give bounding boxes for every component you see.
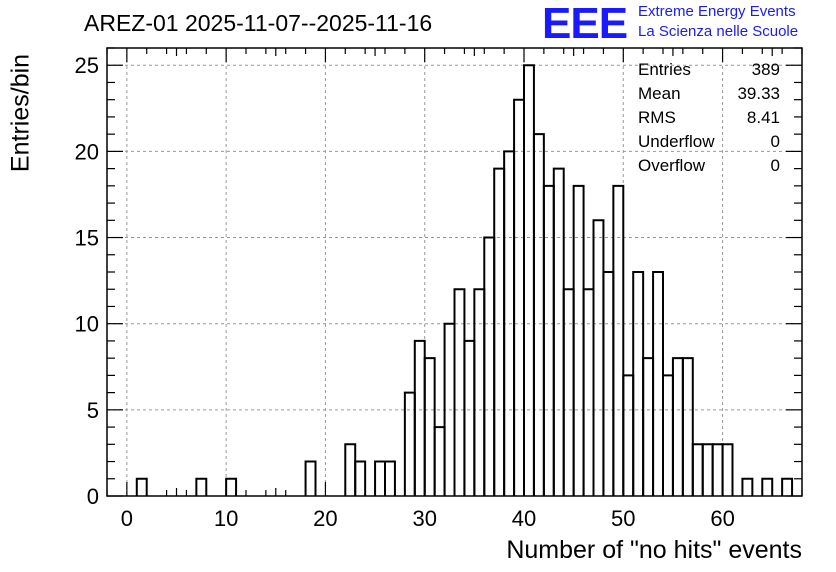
histogram-bar [652, 271, 664, 496]
stat-value: 39.33 [737, 84, 780, 103]
histogram-bar [701, 443, 714, 496]
stat-row-underflow: Underflow 0 [638, 130, 780, 154]
histogram-bar [225, 477, 238, 496]
histogram-bars [135, 64, 794, 496]
histogram-bar [542, 184, 555, 496]
y-axis-label-box: Entries/bin [2, 38, 40, 188]
stat-value: 8.41 [746, 108, 780, 127]
y-tick-label: 5 [87, 398, 99, 423]
histogram-bar [135, 477, 148, 496]
histogram-bar [632, 271, 645, 496]
stat-label: Mean [638, 84, 681, 103]
stat-row-entries: Entries 389 [638, 58, 780, 82]
histogram-bar [671, 357, 684, 496]
histogram-bar [602, 271, 615, 496]
y-tick-label: 25 [75, 53, 99, 78]
histogram-bar [423, 357, 436, 496]
histogram-bar [304, 460, 317, 496]
histogram-bar [562, 288, 575, 496]
histogram-bar [513, 98, 525, 496]
eee-logo: EEE [542, 0, 628, 48]
histogram-bar [681, 357, 694, 496]
histogram-bar [433, 426, 446, 496]
histogram-bar [344, 443, 357, 496]
logo-text-line2: La Scienza nelle Scuole [638, 23, 799, 40]
histogram-bar [721, 443, 734, 496]
histogram-bar [483, 236, 496, 496]
y-tick-label: 0 [87, 484, 99, 509]
histogram-bar [463, 339, 476, 496]
histogram-bar [473, 288, 486, 496]
x-tick-label: 50 [611, 506, 635, 531]
x-tick-label: 10 [214, 506, 238, 531]
x-tick-label: 30 [412, 506, 436, 531]
y-axis-label: Entries/bin [6, 53, 35, 173]
histogram-bar [374, 460, 386, 496]
x-tick-label: 20 [313, 506, 337, 531]
logo-text-line1: Extreme Energy Events [638, 3, 796, 20]
histogram-bar [523, 64, 535, 496]
histogram-bar [572, 184, 585, 496]
histogram-bar [711, 443, 724, 496]
histogram-bar [741, 477, 754, 496]
tick-labels: 0 10 20 30 40 50 60 0 5 10 15 20 25 [75, 53, 735, 531]
histogram-bar [691, 443, 704, 496]
y-tick-label: 10 [75, 312, 99, 337]
histogram-bar [781, 477, 794, 496]
stat-label: Underflow [638, 132, 715, 151]
x-tick-label: 40 [512, 506, 536, 531]
stat-value: 0 [770, 156, 780, 175]
histogram-bar [195, 477, 208, 496]
axis-ticks [106, 47, 803, 497]
stat-row-rms: RMS 8.41 [638, 106, 780, 130]
histogram-bar [403, 391, 416, 496]
stat-label: Entries [638, 60, 691, 79]
histogram-bar [532, 133, 545, 496]
stat-label: Overflow [638, 156, 706, 175]
histogram-bar [582, 288, 595, 496]
y-tick-label: 15 [75, 226, 99, 251]
histogram-bar [354, 460, 367, 496]
histogram-bar [662, 374, 674, 496]
histogram-bar [384, 460, 396, 496]
histogram-bar [552, 167, 565, 496]
x-axis-label: Number of "no hits" events [506, 536, 802, 564]
histogram-bar [642, 357, 655, 496]
x-tick-label: 0 [121, 506, 133, 531]
histogram-bar [493, 167, 506, 496]
stat-label: RMS [638, 108, 676, 127]
histogram-bar [612, 184, 625, 496]
chart-title: AREZ-01 2025-11-07--2025-11-16 [84, 10, 433, 36]
stats-box: Entries 389 Mean 39.33 RMS 8.41 Underflo… [638, 58, 780, 178]
histogram-bar [413, 339, 426, 496]
histogram-bar [622, 374, 635, 496]
histogram-bar [453, 288, 466, 496]
stat-row-overflow: Overflow 0 [638, 154, 780, 178]
histogram-bar [761, 477, 774, 496]
stat-value: 0 [770, 132, 780, 151]
stat-value: 389 [751, 60, 780, 79]
histogram-bar [592, 219, 605, 496]
stat-row-mean: Mean 39.33 [638, 82, 780, 106]
x-tick-label: 60 [710, 506, 734, 531]
y-tick-label: 20 [75, 139, 99, 164]
